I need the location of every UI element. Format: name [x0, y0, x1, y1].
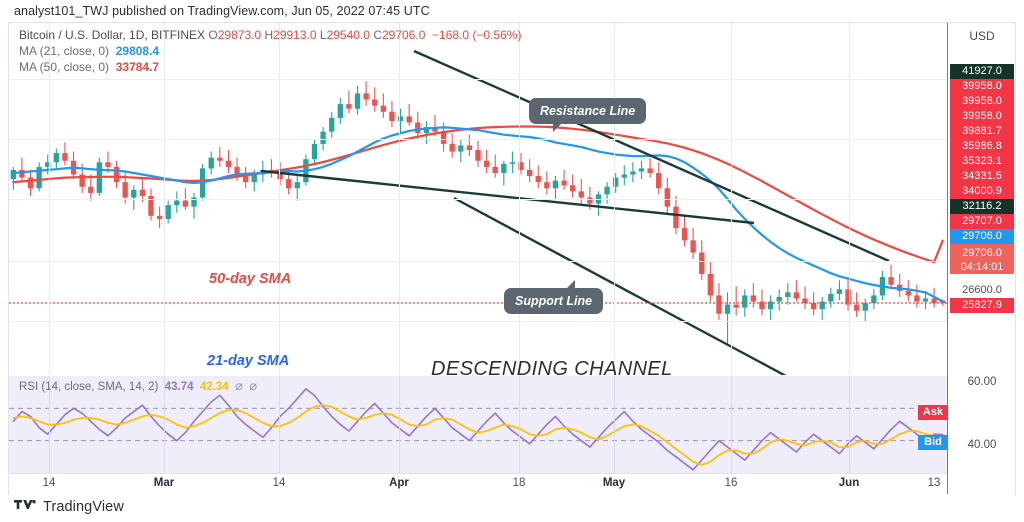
descending-channel-annotation[interactable]: DESCENDING CHANNEL: [431, 358, 673, 375]
gridline-vertical: [279, 376, 280, 473]
rsi-null-icon: ⌀: [235, 378, 243, 393]
legend-low-value: 29540.0: [326, 28, 370, 42]
legend-ma50-label: MA (50, close, 0): [19, 60, 110, 74]
legend-symbol: Bitcoin / U.S. Dollar, 1D, BITFINEX: [19, 28, 206, 42]
price-axis[interactable]: USD 41927.0 39958.0 39958.0 39958.0 39881.7 3…: [918, 23, 1015, 494]
current-price-value: 29706.0: [962, 247, 1002, 259]
gridline-horizontal: [9, 139, 947, 140]
time-axis-label: 16: [724, 477, 738, 489]
price-axis-label: 32116.2: [950, 199, 1014, 214]
legend-ma50-value: 33784.7: [115, 60, 160, 74]
legend-ma50-row: MA (50, close, 0) 33784.7: [19, 59, 521, 75]
price-axis-label: 35986.8: [950, 139, 1014, 154]
legend-high-label: H: [264, 28, 274, 42]
legend-open-label: O: [208, 28, 218, 42]
price-axis-label: 26600.0: [962, 284, 1002, 296]
resistance-line-annotation[interactable]: Resistance Line: [529, 98, 647, 132]
legend-change: −168.0 (−0.56%): [432, 28, 522, 42]
legend-open-value: 29873.0: [217, 28, 262, 42]
gridline-vertical: [519, 376, 520, 473]
tradingview-logo-icon: [14, 500, 36, 509]
price-axis-label: 34331.5: [950, 169, 1014, 184]
rsi-legend-title: RSI (14, close, SMA, 14, 2): [19, 381, 159, 393]
gridline-horizontal: [9, 261, 947, 262]
gridline-horizontal: [9, 79, 947, 80]
footer-brand: TradingView: [43, 499, 124, 515]
rsi-value: 43.74: [164, 381, 194, 393]
time-axis-label: 13: [927, 477, 941, 489]
candlestick-series: [9, 49, 947, 375]
gridline-horizontal: [9, 321, 947, 322]
rsi-series: [9, 388, 947, 471]
legend-close-value: 29706.0: [381, 28, 426, 42]
ask-tag: Ask: [918, 405, 948, 420]
time-axis-label: Jun: [838, 477, 860, 489]
gridline-vertical: [731, 376, 732, 473]
gridline-vertical: [49, 376, 50, 473]
rsi-legend: RSI (14, close, SMA, 14, 2) 43.74 42.34 …: [19, 378, 257, 394]
rsi-pane[interactable]: RSI (14, close, SMA, 14, 2) 43.74 42.34 …: [9, 376, 947, 473]
time-axis-label: 14: [42, 477, 56, 489]
time-axis-label: May: [602, 477, 626, 489]
gridline-vertical: [399, 376, 400, 473]
time-axis-label: Mar: [153, 477, 175, 489]
currency-label: USD: [969, 29, 995, 43]
legend-ma21-label: MA (21, close, 0): [19, 44, 110, 58]
gridline-vertical: [849, 376, 850, 473]
gridline-vertical: [164, 376, 165, 473]
current-price-label: 29706.0 04:14:01: [950, 244, 1014, 274]
price-axis-label: 39881.7: [950, 124, 1014, 139]
gridline-vertical: [614, 376, 615, 473]
gridline-horizontal: [9, 199, 947, 200]
rsi-sma-value: 42.34: [199, 381, 229, 393]
price-axis-label: 39958.0: [950, 79, 1014, 94]
legend-high-value: 29913.0: [273, 28, 317, 42]
chart-legend: Bitcoin / U.S. Dollar, 1D, BITFINEX O298…: [19, 27, 521, 75]
price-axis-label: 29707.0 Ask: [918, 214, 1014, 420]
footer: TradingView: [14, 499, 124, 515]
price-axis-label: 34000.9: [950, 184, 1014, 199]
bar-countdown: 04:14:01: [960, 261, 1004, 273]
price-axis-label: 39958.0: [950, 94, 1014, 109]
legend-close-label: C: [373, 28, 382, 42]
price-pane[interactable]: Bitcoin / U.S. Dollar, 1D, BITFINEX O298…: [9, 23, 947, 375]
legend-symbol-row: Bitcoin / U.S. Dollar, 1D, BITFINEX O298…: [19, 27, 521, 43]
sma21-annotation[interactable]: 21-day SMA: [207, 353, 290, 369]
time-axis-label: 14: [272, 477, 286, 489]
sma50-annotation[interactable]: 50-day SMA: [209, 271, 292, 287]
rsi-axis-label: 60.00: [967, 376, 997, 388]
legend-ma21-value: 29808.4: [115, 44, 160, 58]
time-axis[interactable]: 14 Mar 14 Apr 18 May 16 Jun 13: [9, 473, 1015, 495]
legend-ma21-row: MA (21, close, 0) 29808.4: [19, 43, 521, 59]
rsi-null-icon: ⌀: [249, 378, 258, 393]
publish-attribution: analyst101_TWJ published on TradingView.…: [14, 4, 430, 18]
legend-low-label: L: [319, 28, 327, 42]
rsi-axis-label: 40.00: [967, 439, 997, 451]
chart-frame: Bitcoin / U.S. Dollar, 1D, BITFINEX O298…: [8, 22, 1016, 495]
price-axis-label: 41927.0: [950, 64, 1014, 79]
price-axis-label: 35323.1: [950, 154, 1014, 169]
bid-tag: Bid: [918, 435, 948, 450]
time-axis-label: Apr: [389, 477, 409, 489]
price-axis-label: 39958.0: [950, 109, 1014, 124]
support-line-annotation[interactable]: Support Line: [504, 280, 604, 314]
price-axis-label: 25827.9: [950, 298, 1014, 313]
time-axis-label: 18: [512, 477, 526, 489]
price-axis-label: 29706.0 Bid: [918, 229, 1014, 450]
